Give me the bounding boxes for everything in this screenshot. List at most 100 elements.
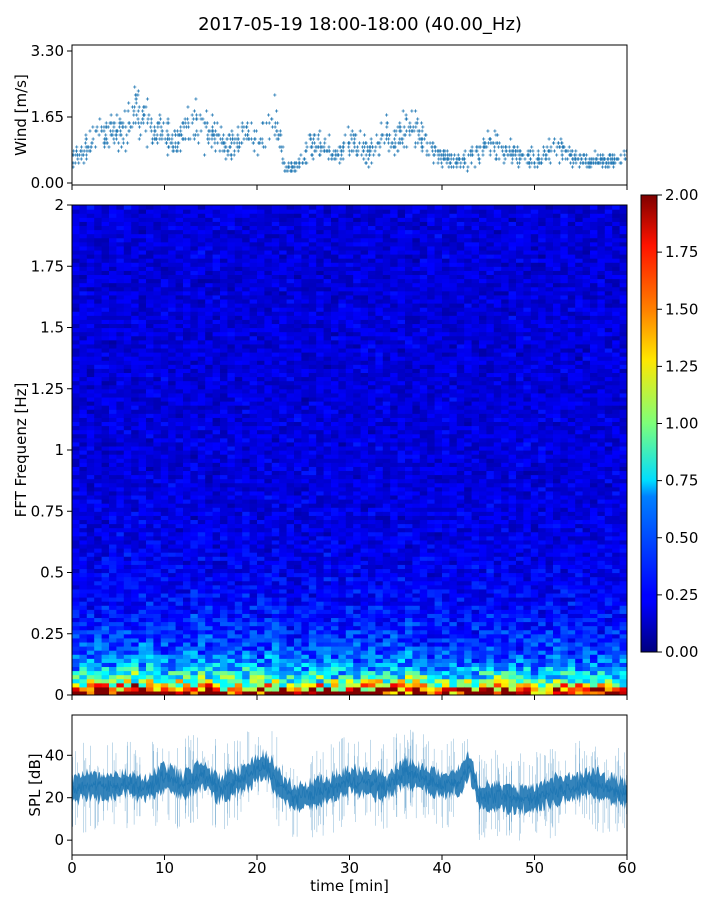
heatmap-cell [72, 613, 80, 619]
wind-point [372, 153, 376, 157]
heatmap-cell [294, 421, 302, 427]
heatmap-cell [294, 209, 302, 214]
heatmap-cell [249, 539, 258, 545]
heatmap-cell [279, 286, 288, 292]
heatmap-cell [294, 372, 302, 378]
heatmap-cell [279, 515, 288, 521]
heatmap-cell [109, 343, 117, 349]
heatmap-cell [153, 535, 162, 541]
heatmap-cell [160, 392, 169, 398]
heatmap-cell [183, 437, 191, 443]
heatmap-cell [249, 527, 258, 533]
heatmap-cell [220, 249, 228, 255]
heatmap-cell [138, 592, 147, 598]
heatmap-cell [146, 613, 154, 619]
heatmap-cell [116, 327, 125, 333]
heatmap-cell [234, 356, 243, 361]
heatmap-cell [301, 290, 310, 296]
wind-point [528, 149, 533, 153]
wind-point [213, 149, 218, 153]
heatmap-cell [205, 331, 214, 337]
heatmap-cell [175, 617, 184, 623]
heatmap-cell [197, 682, 206, 688]
heatmap-cell [94, 543, 103, 549]
wind-point [132, 109, 136, 113]
wind-point [517, 161, 522, 165]
wind-point [190, 121, 194, 125]
heatmap-cell [123, 654, 132, 659]
heatmap-cell [286, 209, 295, 214]
heatmap-cell [160, 437, 169, 443]
wind-point [610, 153, 615, 157]
heatmap-cell [146, 454, 154, 459]
heatmap-cell [249, 245, 258, 251]
heatmap-cell [116, 654, 125, 659]
heatmap-cell [101, 352, 110, 357]
heatmap-cell [220, 339, 228, 345]
heatmap-cell [94, 494, 103, 500]
heatmap-cell [131, 213, 140, 218]
heatmap-cell [94, 380, 103, 386]
heatmap-cell [175, 482, 184, 488]
wind-point [236, 149, 240, 153]
heatmap-cell [101, 629, 110, 635]
heatmap-cell [153, 515, 162, 521]
heatmap-cell [123, 613, 132, 619]
heatmap-cell [94, 511, 103, 516]
heatmap-cell [72, 241, 80, 247]
wind-point [91, 137, 95, 141]
heatmap-cell [249, 572, 258, 578]
heatmap-cell [116, 347, 125, 353]
heatmap-cell [205, 290, 214, 296]
heatmap-cell [190, 658, 199, 663]
heatmap-cell [175, 629, 184, 635]
heatmap-cell [168, 527, 177, 533]
heatmap-cell [227, 241, 236, 247]
wind-point [346, 125, 350, 129]
wind-point [444, 157, 448, 161]
heatmap-cell [109, 282, 117, 288]
heatmap-cell [301, 425, 310, 431]
heatmap-cell [279, 303, 288, 308]
heatmap-cell [109, 507, 117, 512]
heatmap-cell [116, 343, 125, 349]
heatmap-cell [168, 564, 177, 570]
heatmap-cell [175, 527, 184, 533]
heatmap-cell [183, 646, 191, 651]
heatmap-cell [86, 503, 95, 508]
heatmap-cell [294, 527, 302, 533]
wind-point [416, 141, 420, 145]
heatmap-cell [123, 331, 132, 337]
wind-point [245, 121, 250, 125]
heatmap-cell [131, 396, 140, 402]
heatmap-cell [242, 437, 251, 443]
heatmap-cell [160, 462, 169, 467]
heatmap-cell [101, 237, 110, 243]
wind-point [432, 153, 436, 157]
heatmap-cell [197, 515, 206, 521]
heatmap-cell [212, 205, 221, 210]
heatmap-cell [131, 454, 140, 459]
heatmap-cell [153, 470, 162, 476]
heatmap-cell [94, 552, 103, 557]
heatmap-cell [286, 499, 295, 504]
heatmap-cell [286, 429, 295, 435]
heatmap-cell [94, 217, 103, 222]
heatmap-cell [146, 670, 154, 676]
wind-point [117, 141, 121, 145]
heatmap-cell [101, 568, 110, 574]
heatmap-cell [138, 392, 147, 398]
heatmap-cell [264, 625, 273, 631]
heatmap-cell [79, 535, 88, 541]
heatmap-cell [271, 327, 280, 333]
heatmap-cell [286, 384, 295, 390]
heatmap-cell [123, 249, 132, 255]
heatmap-cell [86, 294, 95, 300]
heatmap-cell [123, 237, 132, 243]
heatmap-cell [301, 515, 310, 521]
heatmap-cell [109, 458, 117, 463]
heatmap-cell [286, 221, 295, 227]
heatmap-cell [160, 303, 169, 308]
wind-point [375, 133, 379, 137]
heatmap-cell [227, 584, 236, 590]
